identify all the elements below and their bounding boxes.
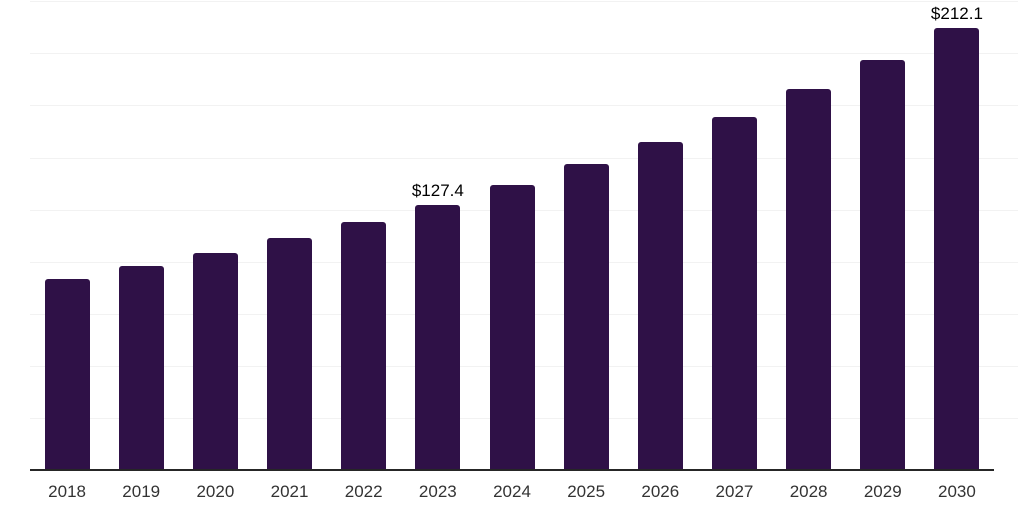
x-tick-label-2018: 2018 [48, 482, 86, 501]
x-tick-label-2027: 2027 [715, 482, 754, 501]
bar-2028[interactable] [786, 88, 832, 470]
value-label-2030: $212.1 [930, 4, 983, 24]
bar-2022[interactable] [341, 222, 387, 470]
x-tick-label-2026: 2026 [641, 482, 680, 501]
bar-2029[interactable] [860, 60, 906, 470]
gridline-175 [30, 105, 1018, 107]
x-tick-label-2029: 2029 [863, 482, 902, 501]
bar-2024[interactable] [489, 185, 535, 470]
bar-2025[interactable] [563, 163, 609, 470]
gridline-225 [30, 1, 1018, 3]
x-tick-label-2019: 2019 [122, 482, 161, 501]
x-tick-label-2024: 2024 [493, 482, 531, 501]
bar-2027[interactable] [711, 117, 757, 470]
x-tick-label-2023: 2023 [418, 482, 457, 501]
bar-2030[interactable] [934, 28, 980, 470]
x-tick-label-2021: 2021 [270, 482, 309, 501]
x-tick-label-2022: 2022 [344, 482, 383, 501]
bar-2020[interactable] [192, 252, 238, 470]
x-tick-label-2020: 2020 [196, 482, 235, 501]
x-tick-label-2030: 2030 [938, 482, 976, 501]
bar-2019[interactable] [118, 266, 164, 470]
bar-2018[interactable] [44, 278, 90, 470]
bar-2026[interactable] [637, 142, 683, 470]
bar-2023[interactable] [415, 204, 461, 470]
gridline-150 [30, 157, 1018, 159]
value-label-2023: $127.4 [411, 180, 464, 200]
gridline-200 [30, 53, 1018, 55]
bar-2021[interactable] [267, 237, 313, 470]
x-tick-label-2025: 2025 [567, 482, 606, 501]
x-axis-line [30, 469, 994, 471]
x-tick-label-2028: 2028 [789, 482, 828, 501]
